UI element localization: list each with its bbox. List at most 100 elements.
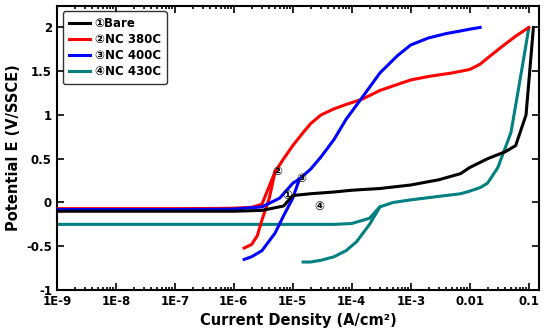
Text: ③: ③ [296,172,306,185]
④NC 430C [95,222,102,226]
①Bare [331,190,337,194]
②NC 380C [407,78,414,82]
①Bare [171,209,178,213]
④NC 430C [466,189,473,193]
④NC 430C [230,222,237,226]
②NC 380C [498,45,505,49]
①Bare [377,186,383,190]
③NC 400C [407,43,414,47]
②NC 380C [359,97,365,101]
Text: ④: ④ [314,200,324,213]
③NC 400C [95,207,102,211]
④NC 430C [520,60,526,64]
④NC 430C [54,222,60,226]
③NC 400C [276,196,283,200]
②NC 380C [154,207,161,211]
②NC 380C [484,56,491,60]
②NC 380C [300,131,306,135]
③NC 400C [296,177,303,181]
①Bare [348,188,355,192]
①Bare [530,25,537,29]
①Bare [289,193,296,197]
①Bare [484,157,491,161]
①Bare [458,172,464,176]
①Bare [95,209,102,213]
①Bare [54,209,60,213]
③NC 400C [331,138,337,142]
②NC 380C [318,113,324,117]
④NC 430C [171,222,178,226]
④NC 430C [525,26,532,30]
②NC 380C [281,157,287,161]
Line: ④NC 430C: ④NC 430C [57,28,529,224]
①Bare [281,204,287,208]
①Bare [230,209,237,213]
Line: ①Bare: ①Bare [57,27,533,211]
②NC 380C [259,202,265,206]
②NC 380C [425,74,432,78]
②NC 380C [112,207,119,211]
②NC 380C [230,206,237,210]
④NC 430C [289,222,296,226]
①Bare [259,208,265,212]
①Bare [502,150,508,154]
①Bare [213,209,219,213]
②NC 380C [449,71,455,75]
④NC 430C [112,222,119,226]
①Bare [523,113,529,117]
④NC 430C [407,198,414,202]
②NC 380C [343,103,349,107]
②NC 380C [95,207,102,211]
③NC 400C [318,155,324,159]
②NC 380C [331,107,337,111]
③NC 400C [359,96,365,100]
③NC 400C [259,205,265,209]
②NC 380C [272,170,278,174]
②NC 380C [525,25,532,29]
③NC 400C [466,27,473,31]
②NC 380C [466,67,473,71]
②NC 380C [213,206,219,210]
③NC 400C [343,117,349,121]
④NC 430C [484,181,491,185]
②NC 380C [171,207,178,211]
Y-axis label: Potential E (V/SSCE): Potential E (V/SSCE) [5,64,21,231]
③NC 400C [289,181,296,185]
②NC 380C [512,34,519,38]
①Bare [307,192,314,196]
②NC 380C [307,122,314,126]
Line: ③NC 400C: ③NC 400C [57,27,480,209]
②NC 380C [477,62,483,66]
X-axis label: Current Density (A/cm²): Current Density (A/cm²) [200,313,396,328]
①Bare [436,178,442,182]
①Bare [154,209,161,213]
③NC 400C [443,31,449,35]
①Bare [112,209,119,213]
Text: ②: ② [272,165,282,178]
③NC 400C [394,53,401,57]
③NC 400C [307,167,314,171]
①Bare [407,183,414,187]
④NC 430C [508,131,514,135]
④NC 430C [390,200,396,204]
④NC 430C [436,194,442,198]
④NC 430C [272,222,278,226]
③NC 400C [112,207,119,211]
④NC 430C [477,186,483,190]
③NC 400C [171,207,178,211]
③NC 400C [477,25,483,29]
③NC 400C [425,36,432,40]
④NC 430C [213,222,219,226]
③NC 400C [230,207,237,211]
①Bare [512,144,519,148]
①Bare [466,165,473,169]
②NC 380C [394,82,401,86]
④NC 430C [495,165,501,169]
④NC 430C [154,222,161,226]
③NC 400C [377,71,383,75]
③NC 400C [213,207,219,211]
④NC 430C [458,192,464,196]
③NC 400C [54,207,60,211]
②NC 380C [377,89,383,93]
②NC 380C [54,207,60,211]
